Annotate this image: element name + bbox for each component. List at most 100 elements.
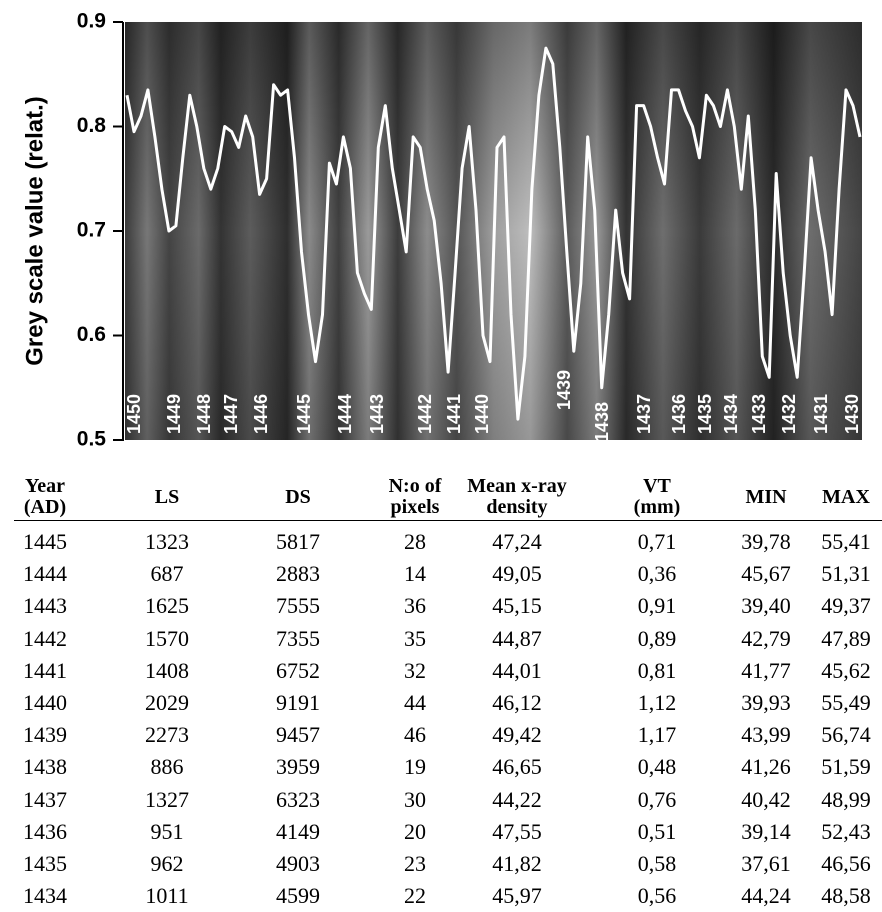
ring-year-label: 1431 [811,394,831,434]
table-cell: 52,43 [821,818,871,844]
table-cell: 46,65 [492,754,542,780]
table-cell: 1,17 [637,722,677,748]
table-cell: 36 [404,593,426,619]
table-cell: 5817 [276,529,320,554]
ring-year-label: 1434 [721,394,741,434]
table-cell: 49,05 [492,561,542,587]
table-cell: 55,41 [821,529,871,554]
table-cell: 0,56 [637,883,677,909]
table-cell: 45,15 [492,593,542,619]
ring-year-label: 1450 [124,394,144,434]
table-cell: 44,01 [492,657,542,683]
column-header: VT (mm) [633,475,681,518]
table-cell: 1436 [23,818,67,844]
table-cell: 7555 [276,593,320,619]
table-cell: 1444 [23,561,67,587]
y-tick-label: 0.8 [77,114,107,137]
table-cell: 6752 [276,657,320,683]
table-cell: 37,61 [741,851,791,876]
ring-year-label: 1447 [221,394,241,434]
table-cell: 1625 [145,593,189,619]
table-cell: 23 [404,851,426,876]
ring-year-label: 1432 [779,394,799,434]
table-cell: 49,42 [492,722,542,748]
table-cell: 28 [404,529,426,554]
table-cell: 6323 [276,786,320,812]
table-cell: 44 [404,690,426,715]
table-cell: 51,59 [821,754,871,780]
table-cell: 1,12 [637,690,677,715]
table-cell: 30 [404,786,426,812]
ring-year-label: 1436 [669,394,689,434]
table-cell: 42,79 [741,625,791,651]
table-cell: 46,12 [492,690,542,715]
ring-year-label: 1449 [164,394,184,434]
y-axis-label: Grey scale value (relat.) [21,96,48,365]
table-cell: 2029 [145,690,189,715]
y-tick-label: 0.5 [77,428,107,451]
ring-year-label: 1442 [415,394,435,434]
ring-year-label: 1439 [554,370,574,410]
table-cell: 41,82 [492,851,542,876]
table-cell: 49,37 [821,593,871,619]
table-cell: 1434 [23,883,67,909]
y-tick-label: 0.6 [77,323,106,346]
table-cell: 55,49 [821,690,871,715]
column-header: LS [154,486,180,508]
table-cell: 0,76 [637,786,677,812]
table-cell: 2273 [145,722,189,748]
table-cell: 51,31 [821,561,871,587]
column-header: N:o of pixels [388,475,442,518]
table-cell: 41,77 [741,657,791,683]
table-cell: 39,93 [741,690,791,715]
table-cell: 0,89 [637,625,677,651]
table-cell: 0,91 [637,593,677,619]
table-cell: 886 [150,754,184,780]
table-cell: 45,62 [821,657,871,683]
table-cell: 47,55 [492,818,542,844]
table-cell: 44,22 [492,786,542,812]
table-cell: 47,24 [492,529,542,554]
table-cell: 14 [404,561,426,587]
table-cell: 4599 [276,883,320,909]
table-cell: 20 [404,818,426,844]
table-cell: 0,58 [637,851,677,876]
table-cell: 46 [404,722,426,748]
table-cell: 0,51 [637,818,677,844]
ring-year-label: 1437 [634,394,654,434]
table-cell: 45,97 [492,883,542,909]
ring-year-label: 1445 [294,394,314,434]
column-header: Mean x-ray density [467,475,567,518]
table-cell: 1011 [145,883,189,909]
table-cell: 41,26 [741,754,791,780]
table-cell: 7355 [276,625,320,651]
table-cell: 9191 [276,690,320,715]
grey-scale-line [125,46,862,421]
table-cell: 39,40 [741,593,791,619]
table-cell: 1408 [145,657,189,683]
table-cell: 40,42 [741,786,791,812]
table-cell: 4149 [276,818,320,844]
table-cell: 4903 [276,851,320,876]
table-cell: 1445 [23,529,67,554]
table-cell: 22 [404,883,426,909]
ring-year-label: 1433 [749,394,769,434]
table-cell: 19 [404,754,426,780]
column-header: MAX [822,486,870,508]
table-cell: 1443 [23,593,67,619]
ring-year-label: 1443 [367,394,387,434]
table-cell: 35 [404,625,426,651]
table-cell: 1441 [23,657,67,683]
ring-year-label: 1441 [444,394,464,434]
table-cell: 46,56 [821,851,871,876]
table-cell: 1438 [23,754,67,780]
table-cell: 44,87 [492,625,542,651]
table-cell: 39,14 [741,818,791,844]
table-cell: 951 [150,818,184,844]
table-cell: 3959 [276,754,320,780]
table-cell: 962 [150,851,184,876]
table-cell: 0,36 [637,561,677,587]
column-header: Year (AD) [23,475,67,518]
table-cell: 687 [150,561,184,587]
